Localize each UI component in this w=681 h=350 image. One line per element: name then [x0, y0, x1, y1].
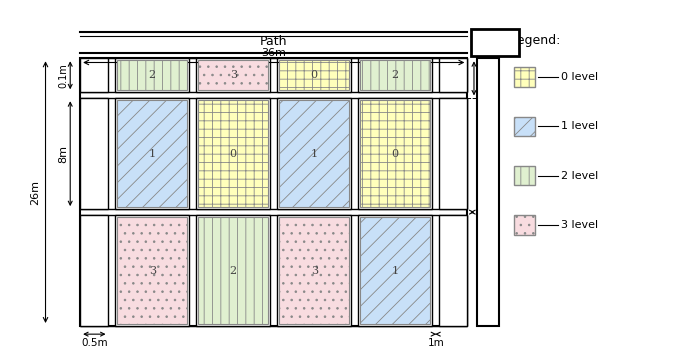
Bar: [115, 98, 189, 209]
Bar: [358, 98, 432, 209]
Bar: [360, 100, 430, 207]
Text: 26m: 26m: [30, 180, 40, 205]
Bar: [277, 58, 351, 92]
Bar: [514, 166, 535, 185]
Text: 3: 3: [522, 220, 528, 230]
Bar: [115, 215, 189, 326]
Bar: [196, 58, 270, 92]
Text: 2: 2: [229, 266, 237, 275]
Text: 5m: 5m: [480, 207, 496, 217]
Text: 36m: 36m: [262, 48, 286, 58]
Text: 3: 3: [229, 70, 237, 80]
Text: Canal: Canal: [483, 176, 493, 208]
Bar: [514, 67, 535, 86]
Text: 0 level: 0 level: [560, 72, 598, 82]
Bar: [360, 61, 430, 90]
Text: 0.9m: 0.9m: [477, 66, 487, 91]
Bar: [196, 98, 270, 209]
Text: 1: 1: [148, 149, 156, 159]
Bar: [117, 100, 187, 207]
Bar: [514, 117, 535, 136]
Bar: [277, 98, 351, 209]
Text: 2: 2: [522, 171, 528, 180]
Bar: [117, 217, 187, 324]
Text: 0: 0: [392, 149, 399, 159]
Text: 0: 0: [229, 149, 237, 159]
Text: 3: 3: [311, 266, 318, 275]
Bar: [514, 216, 535, 235]
Bar: [198, 217, 268, 324]
Bar: [80, 215, 108, 326]
Text: 2: 2: [148, 70, 156, 80]
Text: 0: 0: [311, 70, 318, 80]
Bar: [279, 217, 349, 324]
Text: 3: 3: [148, 266, 156, 275]
Text: 8m: 8m: [58, 145, 68, 163]
Text: 0: 0: [522, 72, 528, 82]
Bar: [198, 100, 268, 207]
Text: 1: 1: [392, 266, 399, 275]
Bar: [279, 61, 349, 90]
Text: Water
well: Water well: [479, 32, 510, 54]
Bar: [360, 217, 430, 324]
Text: 1 level: 1 level: [560, 121, 598, 131]
Bar: [80, 58, 467, 92]
Bar: [196, 215, 270, 326]
Text: 2: 2: [392, 70, 399, 80]
Text: 0.5m: 0.5m: [81, 338, 108, 348]
Text: 1: 1: [311, 149, 318, 159]
Bar: [358, 58, 432, 92]
Text: 1m: 1m: [428, 338, 444, 348]
Bar: [358, 215, 432, 326]
Bar: [279, 100, 349, 207]
Text: 2 level: 2 level: [560, 171, 598, 181]
Bar: [80, 58, 108, 92]
Bar: [117, 61, 187, 90]
Bar: [471, 29, 519, 56]
Bar: [115, 58, 189, 92]
Text: Path: Path: [260, 35, 287, 48]
Bar: [439, 215, 467, 326]
Bar: [477, 58, 498, 326]
Bar: [80, 98, 108, 209]
Bar: [80, 58, 467, 326]
Bar: [439, 98, 467, 209]
Bar: [277, 215, 351, 326]
Text: Legend:: Legend:: [511, 34, 561, 47]
Text: 1: 1: [522, 122, 528, 131]
Text: 3 level: 3 level: [560, 220, 598, 230]
Text: 0.1m: 0.1m: [58, 63, 68, 88]
Bar: [439, 58, 467, 92]
Bar: [80, 215, 467, 326]
Bar: [198, 61, 268, 90]
Bar: [80, 98, 467, 209]
